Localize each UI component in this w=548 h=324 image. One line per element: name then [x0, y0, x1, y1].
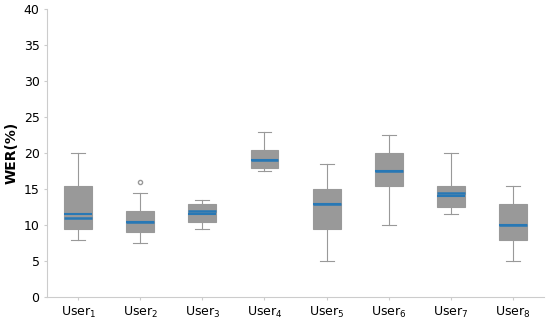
PathPatch shape: [499, 203, 527, 239]
PathPatch shape: [189, 203, 216, 222]
PathPatch shape: [312, 189, 340, 229]
Y-axis label: WER(%): WER(%): [4, 122, 18, 184]
PathPatch shape: [64, 186, 92, 229]
PathPatch shape: [127, 211, 155, 232]
PathPatch shape: [375, 153, 403, 186]
PathPatch shape: [250, 150, 278, 168]
PathPatch shape: [437, 186, 465, 207]
